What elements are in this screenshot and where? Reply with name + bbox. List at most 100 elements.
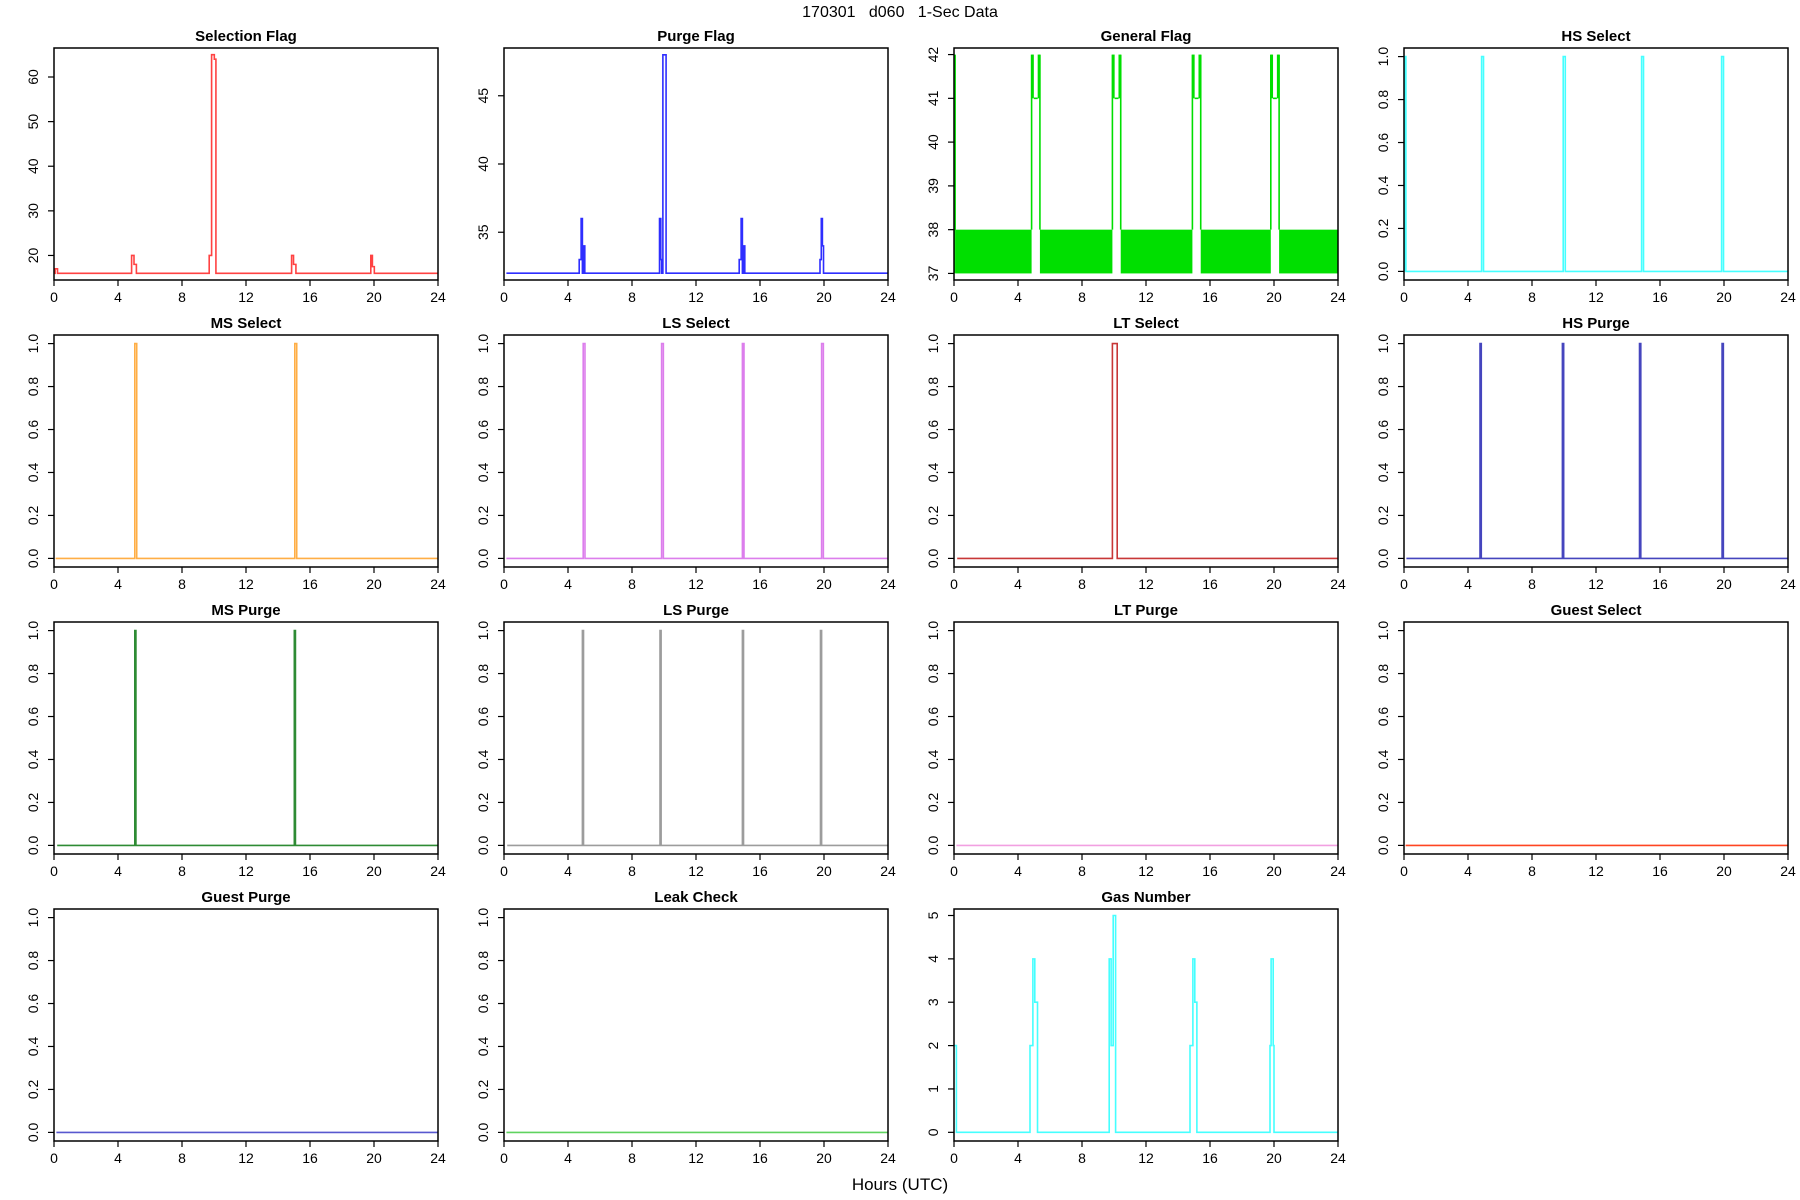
y-tick-label: 0.4 [1375,750,1391,770]
y-tick-label: 40 [475,156,491,172]
x-tick-label: 16 [1652,289,1668,305]
y-tick-label: 39 [925,178,941,194]
chart-guest-purge: Guest Purge 0 4 8 12 16 20 24 0.0 0.2 0.4 0.6 0.8 1.0 [25,889,446,1166]
x-tick-label: 8 [1078,289,1086,305]
subplot-purge-flag: Purge Flag 0 4 8 12 16 20 24 35 40 45 [450,26,900,313]
y-tick-label: 1.0 [475,334,491,354]
y-tick-label: 0.4 [25,750,41,770]
chart-hs-select: HS Select 0 4 8 12 16 20 24 0.0 0.2 0.4 0.6 0.8 1.0 [1375,28,1796,305]
x-tick-label: 4 [1014,1150,1022,1166]
x-tick-label: 8 [1528,289,1536,305]
y-tick-label: 1.0 [925,621,941,641]
subplot-lt-purge: LT Purge 0 4 8 12 16 20 24 0.0 0.2 0.4 0.6 0.8 1.0 [900,600,1350,887]
x-tick-label: 0 [50,1150,58,1166]
y-tick-label: 0.2 [925,505,941,525]
data-band [1112,54,1115,99]
x-tick-label: 4 [564,863,572,879]
x-tick-label: 20 [1716,576,1732,592]
plot-box [953,334,1339,568]
y-tick-label: 0.6 [475,707,491,727]
x-tick-label: 24 [430,1150,446,1166]
chart-ls-select: LS Select 0 4 8 12 16 20 24 0.0 0.2 0.4 0.6 0.8 1.0 [475,315,896,592]
plot-box [1403,47,1789,281]
chart-lt-purge: LT Purge 0 4 8 12 16 20 24 0.0 0.2 0.4 0.6 0.8 1.0 [925,602,1346,879]
x-tick-label: 16 [752,576,768,592]
x-tick-label: 4 [1464,289,1472,305]
y-tick-label: 0.6 [25,994,41,1014]
y-tick-label: 0.4 [925,750,941,770]
x-tick-label: 24 [880,1150,896,1166]
x-tick-label: 12 [688,1150,704,1166]
x-tick-label: 24 [1780,863,1796,879]
x-tick-label: 8 [178,289,186,305]
chart-purge-flag: Purge Flag 0 4 8 12 16 20 24 35 40 45 [475,28,896,305]
plot-box [53,621,439,855]
y-tick-label: 45 [475,88,491,104]
data-band [1037,54,1040,99]
subplot-title: MS Select [211,315,282,332]
x-tick-label: 16 [1202,576,1218,592]
y-tick-label: 0.0 [1375,835,1391,855]
x-tick-label: 0 [50,863,58,879]
y-tick-label: 40 [25,158,41,174]
y-tick-label: 1.0 [1375,621,1391,641]
x-tick-label: 8 [1078,576,1086,592]
x-tick-label: 4 [114,289,122,305]
y-tick-label: 0.6 [1375,133,1391,153]
x-tick-label: 16 [1202,863,1218,879]
y-tick-label: 0.4 [475,463,491,483]
plot-box [1403,334,1789,568]
x-tick-label: 20 [366,289,382,305]
x-tick-label: 4 [114,863,122,879]
y-tick-label: 0.0 [1375,261,1391,281]
plot-box [53,47,439,281]
data-series [1406,342,1788,560]
x-tick-label: 20 [816,576,832,592]
y-tick-label: 1.0 [475,908,491,928]
x-tick-label: 8 [178,863,186,879]
x-tick-label: 12 [1588,289,1604,305]
x-tick-label: 4 [114,1150,122,1166]
plot-box [53,334,439,568]
y-tick-label: 0.8 [25,377,41,397]
x-tick-label: 24 [1330,576,1346,592]
subplot-ls-purge: LS Purge 0 4 8 12 16 20 24 0.0 0.2 0.4 0.6 0.8 1.0 [450,600,900,887]
subplot-title: LT Purge [1114,602,1178,619]
subplot-hs-select: HS Select 0 4 8 12 16 20 24 0.0 0.2 0.4 0.6 0.8 1.0 [1350,26,1800,313]
data-series [57,629,438,847]
x-tick-label: 8 [1078,863,1086,879]
plot-box [503,621,889,855]
y-tick-label: 0.0 [925,548,941,568]
x-tick-label: 12 [1588,576,1604,592]
x-tick-label: 20 [816,863,832,879]
x-tick-label: 24 [1330,1150,1346,1166]
subplot-grid: Selection Flag 0 4 8 12 16 20 24 20 30 40 50 60 Purge… [0,26,1800,1174]
x-tick-label: 16 [302,1150,318,1166]
x-tick-label: 20 [816,289,832,305]
y-tick-label: 0.4 [25,463,41,483]
x-tick-label: 12 [1138,863,1154,879]
y-tick-label: 0.0 [475,1122,491,1142]
x-tick-label: 24 [430,289,446,305]
x-tick-label: 4 [1014,576,1022,592]
data-series [55,342,438,560]
y-tick-label: 0.8 [475,377,491,397]
x-tick-label: 8 [1078,1150,1086,1166]
data-series [506,342,888,560]
y-tick-label: 0.2 [1375,218,1391,238]
x-tick-label: 16 [1202,289,1218,305]
x-tick-label: 8 [628,576,636,592]
plot-box [503,47,889,281]
chart-selection-flag: Selection Flag 0 4 8 12 16 20 24 20 30 40 50 60 [25,28,446,305]
data-series [507,629,888,847]
y-tick-label: 0.0 [1375,548,1391,568]
y-tick-label: 0.6 [25,420,41,440]
plot-box [1403,621,1789,855]
y-tick-label: 0.0 [475,835,491,855]
y-tick-label: 1.0 [25,908,41,928]
subplot-selection-flag: Selection Flag 0 4 8 12 16 20 24 20 30 40 50 60 [0,26,450,313]
y-tick-label: 0.2 [25,792,41,812]
x-tick-label: 16 [1652,863,1668,879]
plot-box [503,908,889,1142]
x-tick-label: 4 [1014,289,1022,305]
